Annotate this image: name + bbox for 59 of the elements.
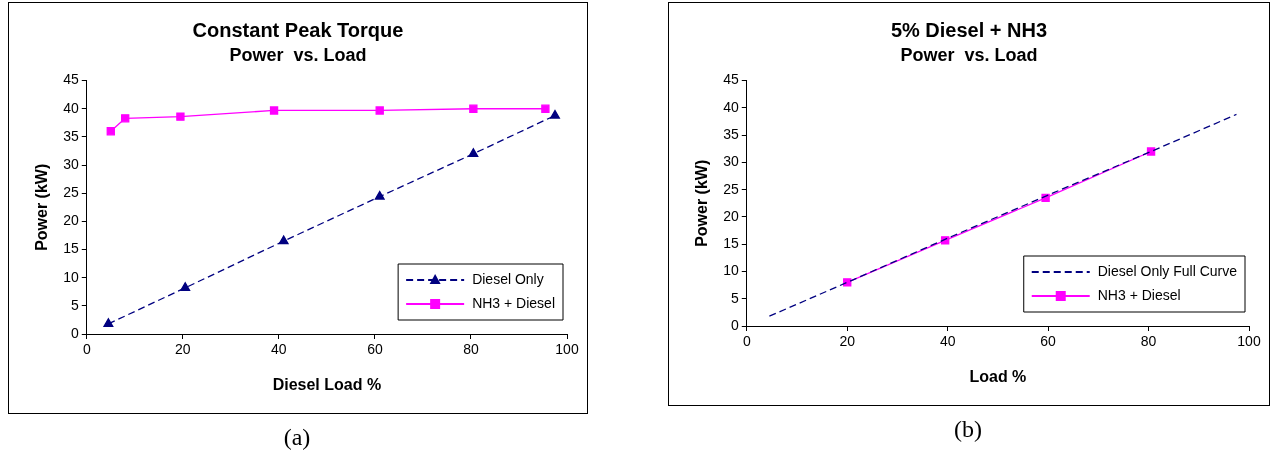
text: (a) — [282, 424, 312, 451]
x-tick-label: 0 — [82, 341, 91, 358]
y-axis-title: Power (kW) — [33, 163, 51, 251]
text: (b) — [953, 416, 983, 443]
y-tick-label: 0 — [730, 316, 739, 333]
y-tick-label: 40 — [723, 98, 739, 115]
y-tick-label: 40 — [63, 99, 79, 116]
point — [269, 106, 279, 115]
point — [541, 104, 550, 113]
y-axis-title: Power (kW) — [693, 159, 711, 247]
x-axis-title: Load % — [969, 367, 1027, 385]
x-tick-label: 80 — [1140, 333, 1157, 350]
x-tick-label: 20 — [175, 341, 191, 358]
y-tick-label: 35 — [63, 127, 79, 144]
y-tick-label: 20 — [63, 212, 79, 229]
point — [375, 106, 384, 115]
point — [278, 235, 289, 245]
y-tick-label: 45 — [63, 71, 79, 88]
point — [176, 112, 185, 121]
point — [468, 148, 479, 157]
chart-title: Constant Peak Torque — [192, 18, 404, 41]
y-tick-label: 5 — [730, 289, 739, 306]
legend-label: Diesel Only — [472, 270, 544, 287]
y-tick-label: 10 — [723, 262, 739, 279]
chart-subtitle: Power vs. Load — [229, 44, 367, 65]
legend-label: NH3 + Diesel — [1097, 286, 1181, 303]
chart-title: 5% Diesel + NH3 — [890, 18, 1048, 41]
y-tick-label: 30 — [723, 153, 739, 170]
y-tick-label: 45 — [723, 71, 739, 88]
y-tick-label: 5 — [70, 296, 79, 313]
chart-subtitle: Power vs. Load — [900, 44, 1038, 65]
x-tick-label: 80 — [463, 341, 479, 358]
point — [103, 318, 114, 328]
point — [374, 190, 385, 200]
point — [121, 114, 130, 123]
x-tick-label: 40 — [271, 341, 287, 358]
y-tick-label: 15 — [723, 235, 739, 252]
legend-label: NH3 + Diesel — [472, 294, 556, 311]
point — [180, 282, 191, 291]
x-tick-label: 0 — [742, 333, 751, 350]
y-tick-label: 25 — [723, 180, 739, 197]
y-tick-label: 10 — [63, 268, 79, 285]
x-tick-label: 100 — [1237, 333, 1261, 350]
y-tick-label: 15 — [63, 240, 79, 257]
legend-label: Diesel Only Full Curve — [1097, 262, 1238, 279]
x-axis-title: Diesel Load % — [272, 375, 382, 393]
y-tick-label: 20 — [723, 207, 739, 224]
point — [469, 104, 478, 113]
x-tick-label: 60 — [367, 341, 383, 358]
y-tick-label: 30 — [63, 155, 79, 172]
y-tick-label: 35 — [723, 125, 739, 142]
point — [106, 127, 115, 136]
x-tick-label: 60 — [1040, 333, 1057, 350]
point — [550, 109, 560, 119]
x-tick-label: 100 — [555, 341, 579, 358]
line-series — [768, 113, 1238, 317]
x-tick-label: 40 — [939, 333, 956, 350]
x-tick-label: 20 — [839, 333, 856, 350]
y-tick-label: 25 — [63, 184, 79, 201]
